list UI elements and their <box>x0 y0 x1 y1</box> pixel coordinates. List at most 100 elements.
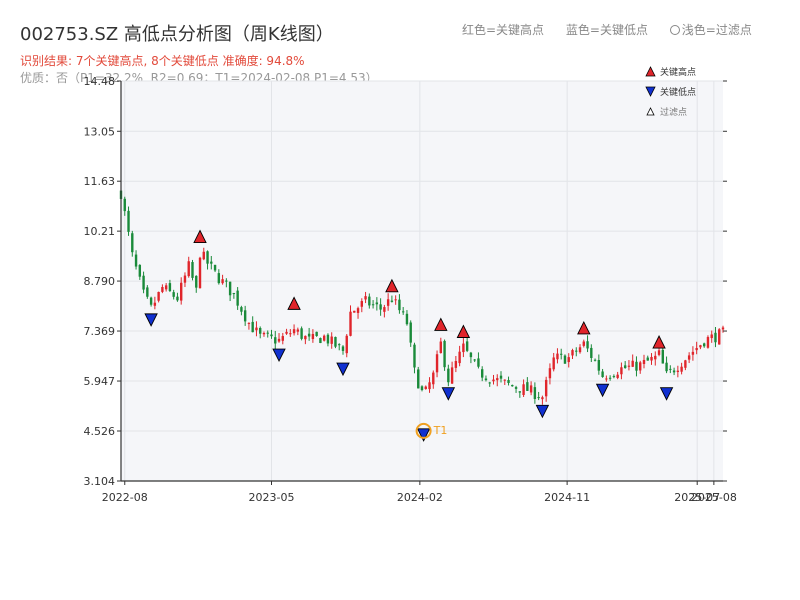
candle-body <box>210 261 213 264</box>
candle-body <box>417 369 420 389</box>
candle-body <box>315 331 318 336</box>
candle-body <box>650 356 653 361</box>
candle-body <box>153 302 157 306</box>
candle-body <box>123 198 126 212</box>
grid-lines <box>121 80 723 482</box>
candle-body <box>560 353 563 355</box>
candle-body <box>142 275 145 290</box>
key-high-marker <box>652 335 666 349</box>
candle-body <box>420 386 424 391</box>
candle-body <box>458 351 461 364</box>
candle-body <box>424 386 427 389</box>
page-title: 002753.SZ 高低点分析图（周K线图） <box>20 24 334 45</box>
candle-body <box>699 345 702 348</box>
top-legend-low: 蓝色=关键低点 <box>565 23 648 37</box>
top-legend: 红色=关键高点 蓝色=关键低点 浅色=过滤点 <box>462 21 770 38</box>
candle-body <box>277 338 281 342</box>
candle-body <box>481 369 484 378</box>
candle-body <box>183 275 187 283</box>
candle-body <box>488 382 491 384</box>
candle-body <box>428 382 431 390</box>
candle-body <box>289 333 292 335</box>
candle-body <box>676 370 680 372</box>
candle-body <box>274 337 277 344</box>
legend-filtered-icon <box>646 107 655 116</box>
candle-body <box>172 292 175 297</box>
candle-body <box>654 355 657 360</box>
candle-body <box>544 379 548 397</box>
candle-body <box>319 338 322 344</box>
key-low-marker <box>272 348 286 363</box>
y-tick-label: 14.48 <box>84 75 116 88</box>
legend-high-icon <box>645 66 656 77</box>
candle-body <box>409 322 412 343</box>
candle-body <box>612 376 616 378</box>
candle-body <box>443 340 446 368</box>
x-tick-label: 2024-02 <box>397 491 443 504</box>
candle-body <box>691 351 695 355</box>
candle-body <box>702 343 706 347</box>
candle-body <box>687 355 691 360</box>
candle-body <box>168 283 172 292</box>
candle-body <box>616 374 619 378</box>
candle-body <box>661 349 664 364</box>
candle-body <box>469 352 473 358</box>
t1-label: T1 <box>433 424 448 437</box>
candle-body <box>447 368 450 383</box>
candle-body <box>127 210 130 232</box>
candle-body <box>266 332 269 334</box>
candle-body <box>439 341 443 354</box>
candle-body <box>462 343 465 353</box>
candle-body <box>138 264 142 277</box>
candle-body <box>552 357 555 370</box>
candle-body <box>518 391 522 393</box>
candle-body <box>180 282 183 301</box>
candle-body <box>161 287 164 292</box>
candle-body <box>635 361 638 371</box>
legend-low-label: 关键低点 <box>660 86 696 98</box>
candle-body <box>450 367 454 384</box>
candle-body <box>477 358 480 367</box>
candle-body <box>432 372 435 385</box>
circle-icon <box>669 25 680 35</box>
y-tick-label: 11.63 <box>84 175 116 188</box>
candle-body <box>623 365 627 369</box>
candle-body <box>398 299 401 311</box>
y-tick-label: 4.526 <box>84 425 116 438</box>
candle-body <box>620 367 623 375</box>
candle-body <box>665 362 668 372</box>
candle-body <box>680 366 683 372</box>
candle-body <box>706 337 710 348</box>
y-tick-label: 7.369 <box>84 325 116 338</box>
candle-body <box>390 300 394 302</box>
candle-body <box>548 368 552 379</box>
candle-body <box>202 251 205 260</box>
candle-body <box>710 334 713 339</box>
candle-body <box>334 336 337 347</box>
candle-body <box>240 307 243 312</box>
candle-body <box>465 341 469 351</box>
candle-body <box>262 332 266 335</box>
candle-body <box>383 307 386 312</box>
candle-body <box>394 299 397 301</box>
y-tick-label: 13.05 <box>84 125 116 138</box>
candle-body <box>507 380 510 383</box>
candle-body <box>198 257 202 289</box>
candle-body <box>353 310 356 313</box>
candle-body <box>503 379 506 381</box>
y-tick-label: 8.790 <box>84 275 116 288</box>
top-legend-filtered-label: 浅色=过滤点 <box>681 23 752 37</box>
candle-body <box>149 297 153 305</box>
candle-body <box>627 365 631 367</box>
analysis-summary: 识别结果: 7个关键高点, 8个关键低点 准确度: 94.8% <box>20 54 305 68</box>
candle-body <box>243 310 247 322</box>
candle-body <box>571 350 574 356</box>
candle-body <box>608 377 612 379</box>
candle-body <box>484 378 488 381</box>
candle-body <box>718 329 721 345</box>
candle-body <box>473 359 476 361</box>
candle-body <box>345 335 348 354</box>
candle-body <box>593 359 597 361</box>
candle-body <box>296 329 300 332</box>
legend-filtered-label: 过滤点 <box>660 106 687 118</box>
